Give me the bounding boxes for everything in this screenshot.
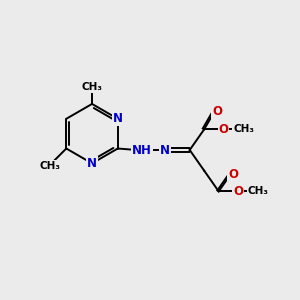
Text: CH₃: CH₃: [82, 82, 103, 92]
Text: O: O: [212, 105, 222, 119]
Text: O: O: [218, 123, 229, 136]
Text: NH: NH: [132, 143, 152, 157]
Text: N: N: [87, 157, 97, 170]
Text: N: N: [160, 143, 170, 157]
Text: N: N: [113, 112, 123, 125]
Text: O: O: [233, 185, 243, 198]
Text: CH₃: CH₃: [39, 161, 60, 171]
Text: CH₃: CH₃: [233, 124, 254, 134]
Text: O: O: [228, 168, 238, 181]
Text: CH₃: CH₃: [248, 186, 269, 197]
